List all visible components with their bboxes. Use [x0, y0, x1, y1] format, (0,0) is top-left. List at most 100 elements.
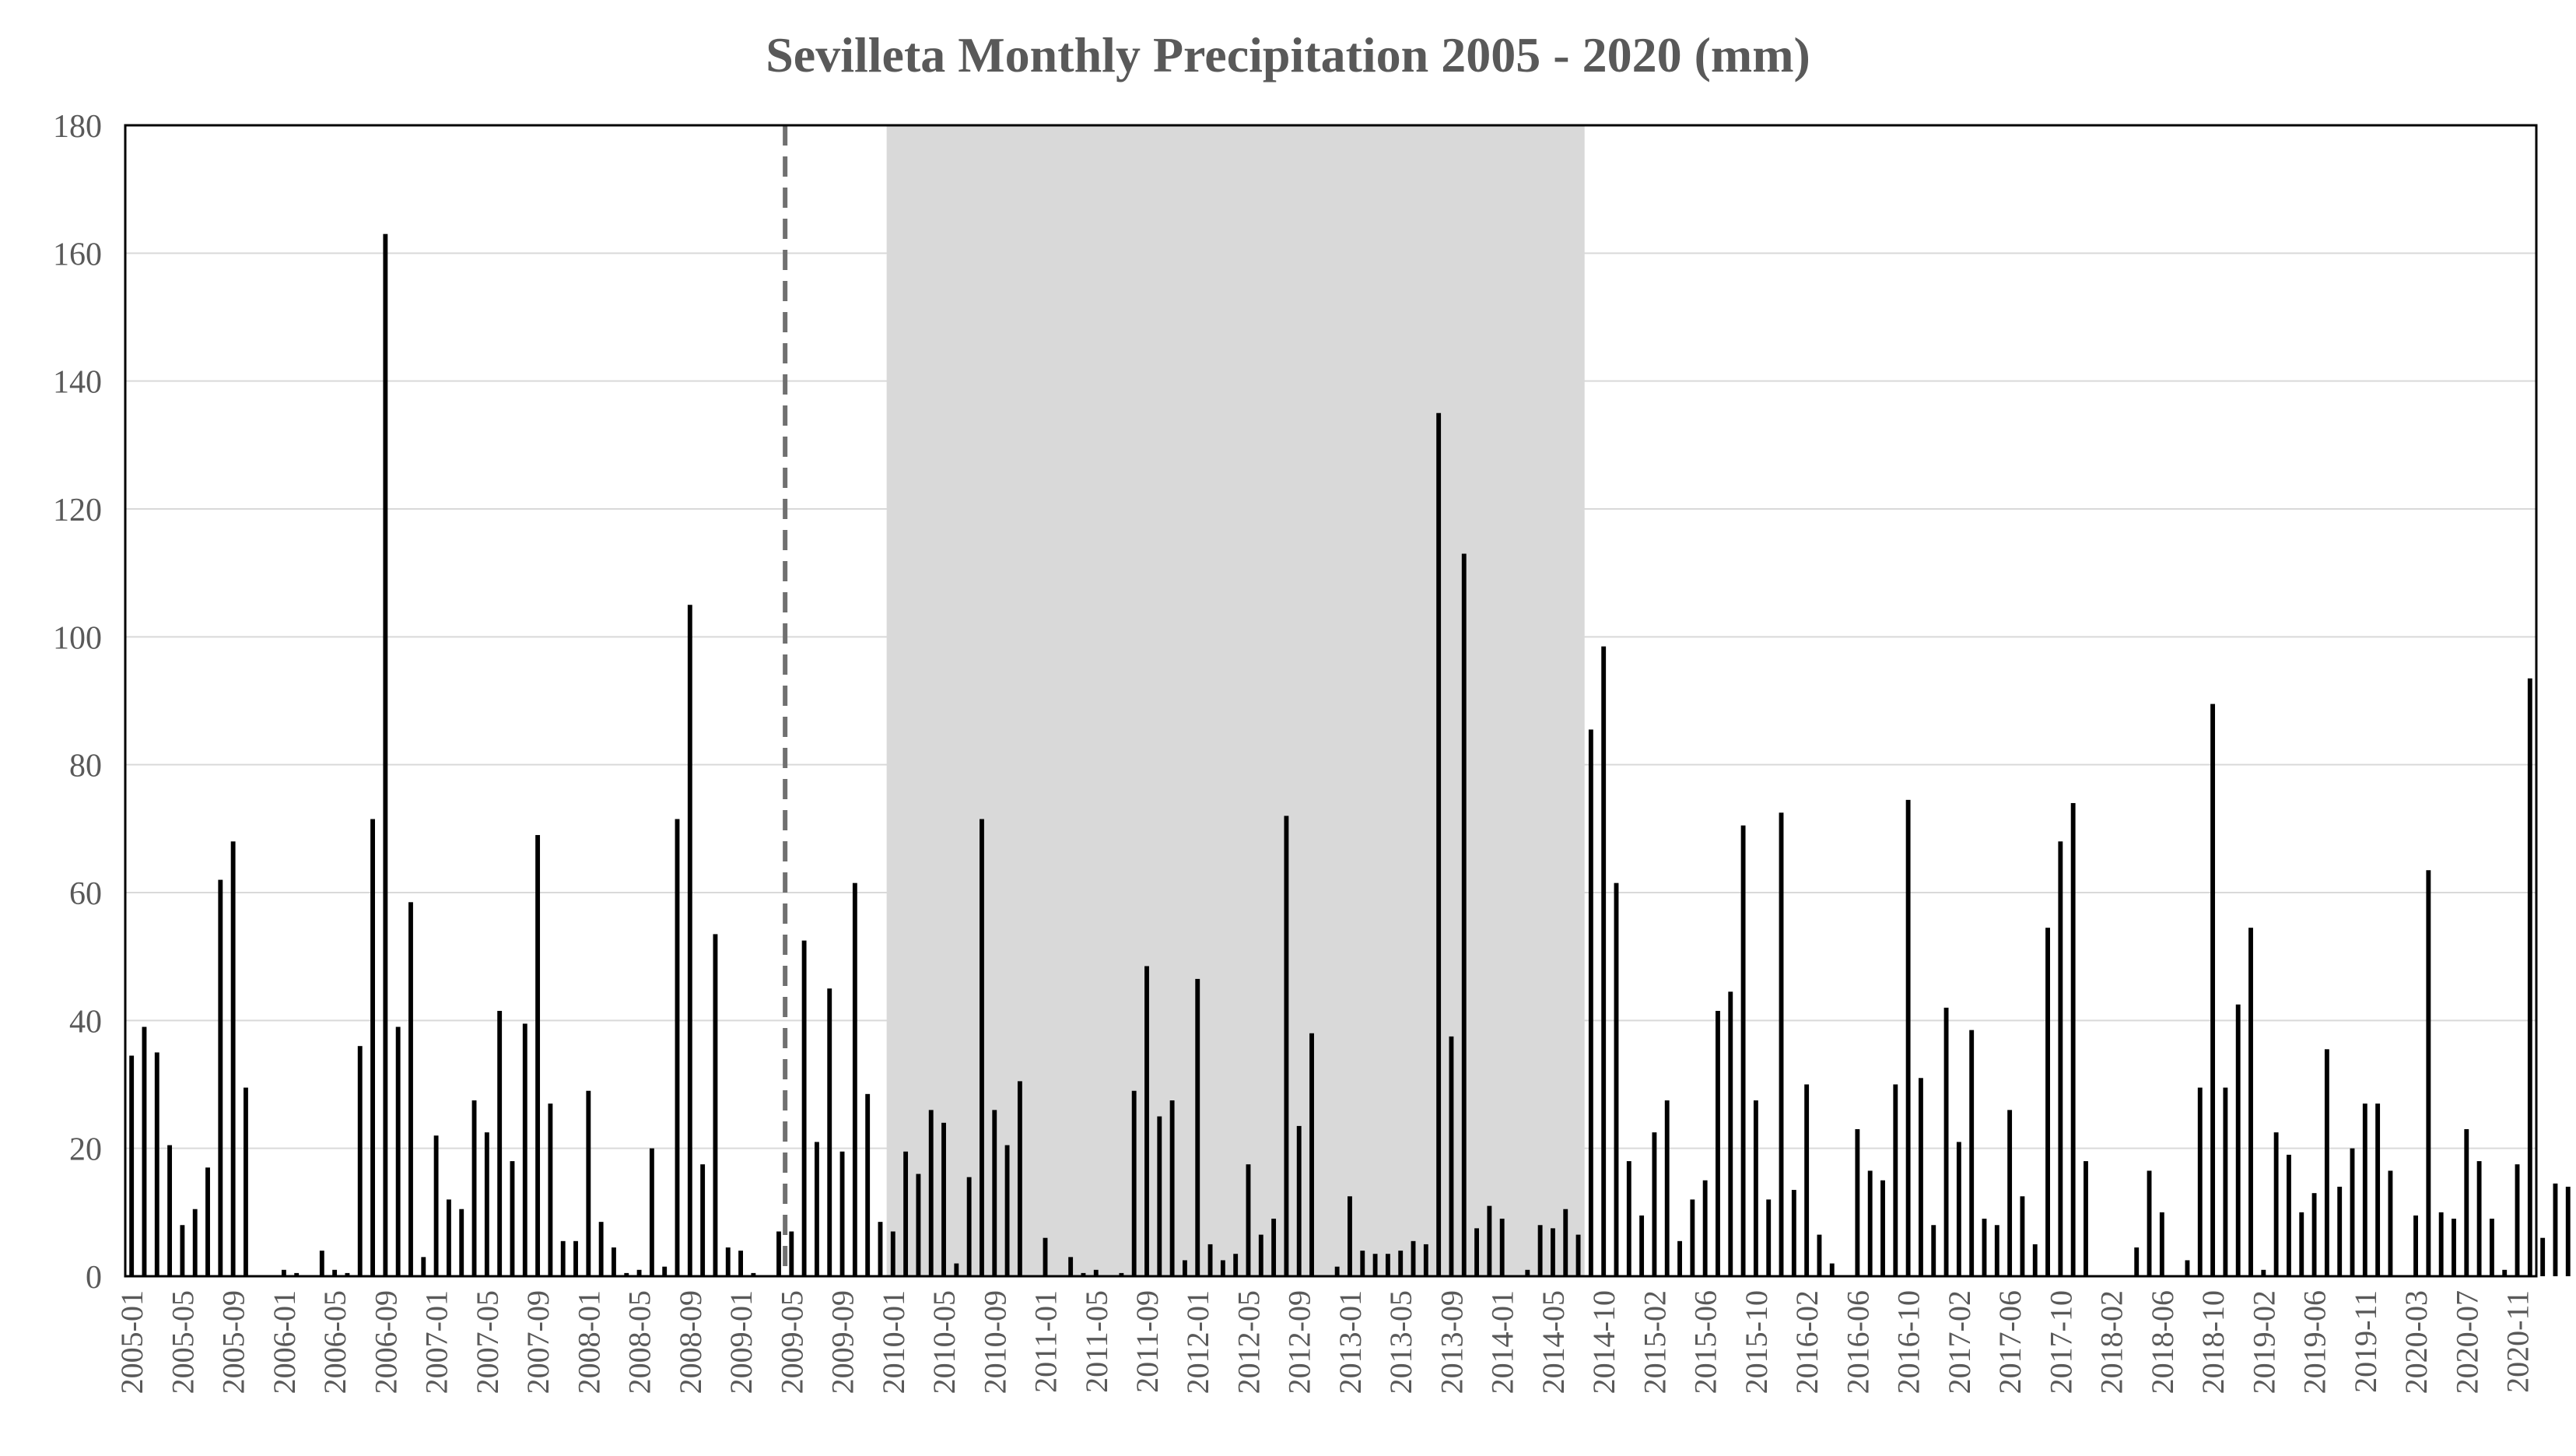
bar [865, 1093, 871, 1276]
x-tick-label: 2009-01 [724, 1290, 759, 1394]
x-tick-label: 2015-10 [1739, 1290, 1774, 1394]
bar [1931, 1225, 1936, 1276]
x-tick-label: 2017-10 [2043, 1290, 2078, 1394]
bar [1614, 882, 1619, 1276]
bar [2058, 841, 2063, 1276]
bar [522, 1023, 527, 1276]
x-tick-label: 2011-09 [1130, 1290, 1165, 1393]
bar [1499, 1219, 1505, 1276]
x-tick-label: 2007-09 [520, 1290, 556, 1394]
bar [1728, 991, 1733, 1276]
bar [852, 882, 857, 1276]
bar [535, 835, 541, 1276]
x-tick-label: 2019-11 [2348, 1290, 2383, 1393]
bar [2261, 1269, 2266, 1276]
x-tick-label: 2006-05 [317, 1290, 352, 1394]
bar [2362, 1103, 2367, 1276]
bar [2565, 1186, 2571, 1276]
bar [738, 1251, 743, 1276]
bar [2007, 1110, 2013, 1276]
x-tick-label: 2020-03 [2399, 1290, 2434, 1394]
bar [484, 1132, 489, 1276]
bar [1004, 1145, 1010, 1276]
bar [928, 1110, 934, 1276]
bar [2299, 1212, 2304, 1276]
bar [1994, 1225, 1999, 1276]
bar [636, 1269, 642, 1276]
bar [1068, 1257, 1074, 1276]
x-tick-label: 2011-05 [1079, 1290, 1114, 1393]
bar [890, 1231, 895, 1276]
bar [1982, 1219, 1987, 1276]
x-tick-label: 2005-05 [165, 1290, 200, 1394]
x-tick-label: 2013-01 [1333, 1290, 1368, 1394]
bar [2185, 1260, 2190, 1276]
bar [2413, 1215, 2418, 1276]
bar [383, 233, 388, 1276]
bar [421, 1257, 426, 1276]
x-tick-label: 2017-06 [1992, 1290, 2028, 1394]
bar [2197, 1087, 2203, 1276]
bar [1017, 1081, 1022, 1276]
x-tick-label: 2010-09 [977, 1290, 1012, 1394]
bar [2438, 1212, 2444, 1276]
bar [1144, 966, 1149, 1276]
bar [2287, 1154, 2291, 1276]
bar [1766, 1199, 1772, 1276]
bar [814, 1142, 819, 1276]
bar [839, 1151, 845, 1276]
bar [2324, 1049, 2329, 1276]
y-tick-label: 60 [69, 876, 102, 912]
bar [497, 1011, 503, 1276]
bar [1537, 1225, 1543, 1276]
x-tick-label: 2007-05 [470, 1290, 505, 1394]
bar [827, 988, 832, 1276]
bar [2464, 1129, 2469, 1276]
bar [294, 1272, 300, 1276]
bar [1360, 1251, 1365, 1276]
bar [446, 1199, 451, 1276]
bar [776, 1231, 781, 1276]
bar [662, 1266, 668, 1276]
bar [801, 940, 807, 1276]
bar [2540, 1237, 2546, 1276]
bar [548, 1103, 553, 1276]
bar [1677, 1240, 1682, 1276]
bar [1182, 1260, 1187, 1276]
chart-title: Sevilleta Monthly Precipitation 2005 - 2… [766, 27, 1810, 82]
bar [1652, 1132, 1657, 1276]
bar [1258, 1234, 1263, 1276]
bar [510, 1161, 515, 1276]
x-tick-label: 2005-01 [114, 1290, 149, 1394]
bar [1956, 1142, 1961, 1276]
bar [598, 1222, 604, 1276]
bar [1880, 1180, 1885, 1276]
bar [2375, 1103, 2381, 1276]
bar [1398, 1251, 1404, 1276]
bar [1474, 1228, 1480, 1276]
bar [167, 1145, 173, 1276]
x-tick-label: 2020-07 [2449, 1290, 2484, 1394]
x-tick-label: 2012-05 [1231, 1290, 1266, 1394]
bar [1905, 799, 1911, 1276]
bar [1943, 1007, 1949, 1276]
x-tick-label: 2013-09 [1434, 1290, 1469, 1394]
bar [2515, 1164, 2520, 1276]
bar [789, 1231, 794, 1276]
bar [1296, 1125, 1302, 1276]
bar [218, 879, 223, 1276]
bar [675, 819, 680, 1276]
x-tick-label: 2009-09 [825, 1290, 860, 1394]
x-tick-label: 2010-05 [927, 1290, 962, 1394]
bar [992, 1110, 997, 1276]
x-tick-label: 2014-01 [1485, 1290, 1520, 1394]
bar [244, 1087, 248, 1276]
x-tick-label: 2008-01 [571, 1290, 606, 1394]
bar [2045, 928, 2050, 1276]
bar [560, 1240, 566, 1276]
x-tick-label: 2008-05 [622, 1290, 657, 1394]
x-tick-label: 2019-02 [2246, 1290, 2281, 1394]
bar [1855, 1129, 1860, 1276]
bar [966, 1177, 972, 1276]
